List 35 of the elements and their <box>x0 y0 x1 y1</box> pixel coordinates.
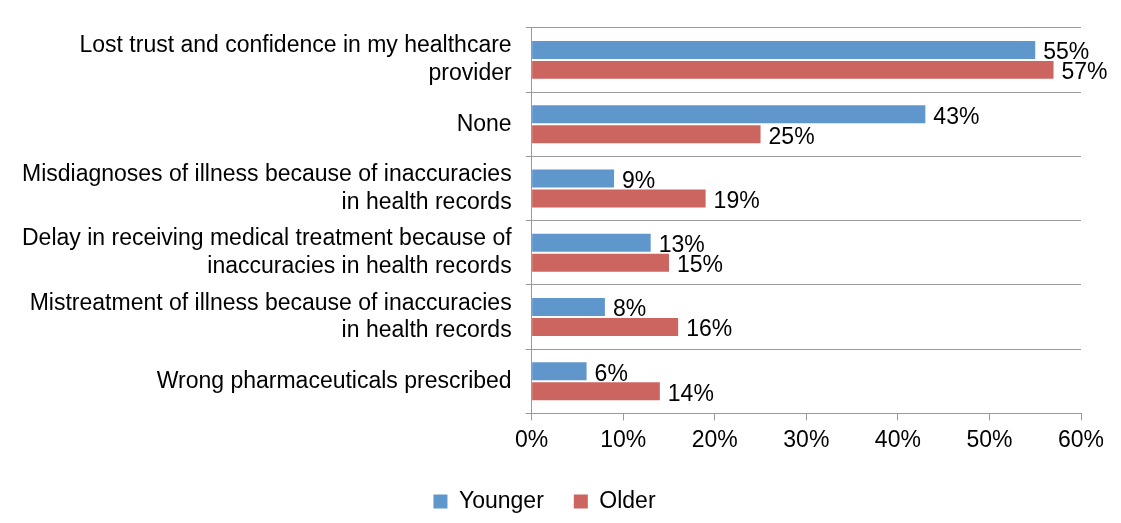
y-tick-label: None <box>456 109 512 136</box>
y-tick-label: Wrong pharmaceuticals prescribed <box>156 366 512 393</box>
x-tick-label: 40% <box>874 425 921 452</box>
x-tick-label: 50% <box>966 425 1013 452</box>
y-tick-label: Misdiagnoses of illness because of inaccuracies in health records <box>21 160 512 214</box>
y-tick-label: Mistreatment of illness because of inaccuracies in health records <box>29 288 512 343</box>
y-tick-label: Lost trust and confidence in my healthcare provider <box>79 31 512 86</box>
bar <box>532 253 669 272</box>
bar <box>532 125 761 144</box>
y-tick-label: Delay in receiving medical treatment because of inaccuracies in health records <box>22 224 513 278</box>
bar <box>532 41 1036 59</box>
bar <box>532 318 679 336</box>
bar <box>532 189 706 208</box>
bar <box>532 169 615 188</box>
bar <box>532 105 926 124</box>
data-label: 8% <box>612 295 647 322</box>
data-label: 9% <box>622 166 656 193</box>
legend-label: Older <box>599 486 656 513</box>
x-tick-label: 10% <box>600 425 647 452</box>
x-tick-label: 30% <box>783 425 830 452</box>
x-tick-label: 20% <box>691 425 738 452</box>
x-tick-label: 60% <box>1057 425 1105 452</box>
data-label: 19% <box>713 186 760 213</box>
x-tick-label: 0% <box>515 425 549 452</box>
data-label: 14% <box>667 379 714 406</box>
bar <box>532 60 1054 79</box>
bar <box>532 233 651 252</box>
legend-label: Younger <box>458 486 545 513</box>
data-label: 25% <box>768 122 815 149</box>
bar <box>532 362 587 381</box>
bar <box>532 298 605 316</box>
data-label: 43% <box>933 102 980 129</box>
data-label: 16% <box>686 315 733 342</box>
data-label: 6% <box>594 359 628 386</box>
bar <box>532 382 660 401</box>
